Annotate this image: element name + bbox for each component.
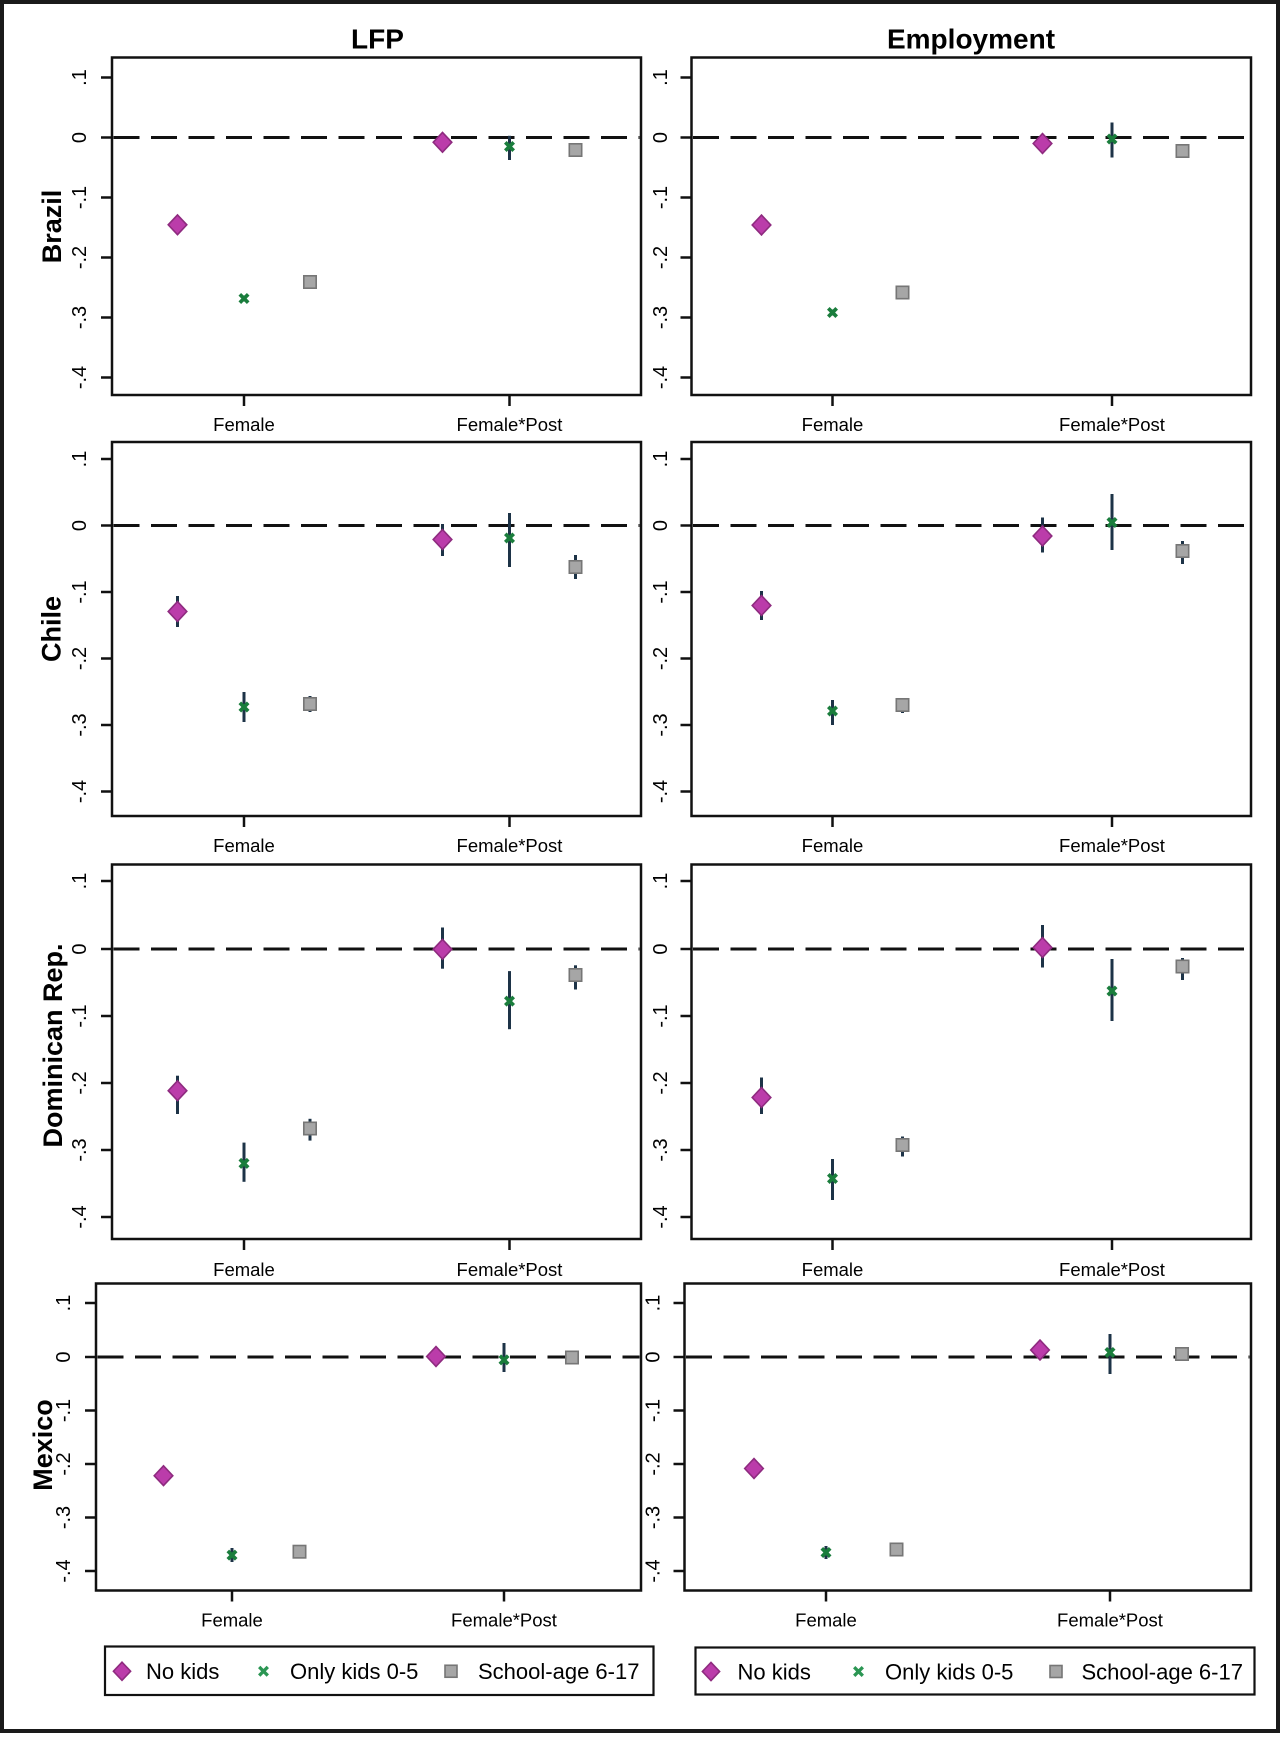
svg-text:0: 0 [69,520,91,531]
svg-text:.1: .1 [650,451,672,468]
svg-text:-.1: -.1 [69,1004,91,1027]
svg-text:Chile: Chile [37,596,67,662]
svg-text:-.3: -.3 [69,713,91,736]
svg-text:-.3: -.3 [69,306,91,329]
svg-text:0: 0 [650,520,672,531]
svg-text:.1: .1 [643,1295,665,1312]
svg-text:Female*Post: Female*Post [1057,1610,1163,1631]
svg-text:-.4: -.4 [69,780,91,803]
svg-text:0: 0 [650,943,672,954]
svg-text:0: 0 [69,943,91,954]
svg-text:-.4: -.4 [53,1559,75,1582]
svg-text:Only kids 0-5: Only kids 0-5 [290,1659,418,1684]
svg-text:-.3: -.3 [53,1506,75,1529]
svg-text:Female*Post: Female*Post [457,1259,563,1280]
svg-text:No kids: No kids [146,1659,219,1684]
svg-text:-.4: -.4 [69,1205,91,1228]
svg-text:0: 0 [650,132,672,143]
svg-text:-.3: -.3 [69,1138,91,1161]
svg-text:Female: Female [795,1610,857,1631]
svg-text:-.3: -.3 [650,306,672,329]
svg-text:-.4: -.4 [69,366,91,389]
svg-text:-.3: -.3 [650,1138,672,1161]
svg-text:.1: .1 [650,69,672,86]
svg-text:Female*Post: Female*Post [1059,414,1165,435]
svg-text:0: 0 [69,132,91,143]
svg-text:.1: .1 [69,451,91,468]
svg-text:0: 0 [53,1351,75,1362]
svg-text:-.2: -.2 [69,647,91,670]
svg-text:-.2: -.2 [69,246,91,269]
svg-text:-.1: -.1 [650,580,672,603]
svg-text:Female: Female [802,414,864,435]
svg-text:Female: Female [213,414,275,435]
svg-text:-.2: -.2 [53,1452,75,1475]
svg-text:.1: .1 [650,873,672,890]
svg-text:Employment: Employment [887,24,1055,55]
svg-text:0: 0 [643,1351,665,1362]
svg-text:-.2: -.2 [643,1452,665,1475]
svg-text:-.1: -.1 [650,186,672,209]
svg-text:Female*Post: Female*Post [457,414,563,435]
svg-text:Mexico: Mexico [28,1399,58,1491]
svg-text:Female: Female [201,1610,263,1631]
svg-text:Female*Post: Female*Post [1059,1259,1165,1280]
svg-text:-.2: -.2 [69,1071,91,1094]
svg-text:-.4: -.4 [650,366,672,389]
svg-text:.1: .1 [69,69,91,86]
svg-text:Dominican Rep.: Dominican Rep. [38,943,68,1147]
svg-text:-.2: -.2 [650,246,672,269]
svg-text:Female*Post: Female*Post [457,835,563,856]
svg-text:.1: .1 [53,1295,75,1312]
svg-text:-.4: -.4 [650,1205,672,1228]
svg-text:-.3: -.3 [650,713,672,736]
svg-text:-.1: -.1 [53,1399,75,1422]
svg-text:Female*Post: Female*Post [451,1610,557,1631]
svg-text:.1: .1 [69,873,91,890]
svg-text:-.1: -.1 [643,1399,665,1422]
svg-text:Female: Female [802,835,864,856]
svg-text:Female: Female [213,1259,275,1280]
svg-text:Female: Female [802,1259,864,1280]
svg-text:-.1: -.1 [650,1004,672,1027]
svg-text:School-age 6-17: School-age 6-17 [1082,1659,1243,1684]
svg-text:Female*Post: Female*Post [1059,835,1165,856]
svg-text:Brazil: Brazil [37,190,67,264]
svg-text:-.2: -.2 [650,647,672,670]
svg-text:-.2: -.2 [650,1071,672,1094]
svg-text:Female: Female [213,835,275,856]
svg-text:-.3: -.3 [643,1506,665,1529]
svg-text:Only kids 0-5: Only kids 0-5 [885,1659,1013,1684]
svg-text:School-age 6-17: School-age 6-17 [478,1659,639,1684]
svg-text:-.4: -.4 [643,1559,665,1582]
svg-text:LFP: LFP [351,24,404,55]
svg-text:-.1: -.1 [69,580,91,603]
svg-text:-.4: -.4 [650,780,672,803]
svg-text:-.1: -.1 [69,186,91,209]
svg-text:No kids: No kids [738,1659,811,1684]
